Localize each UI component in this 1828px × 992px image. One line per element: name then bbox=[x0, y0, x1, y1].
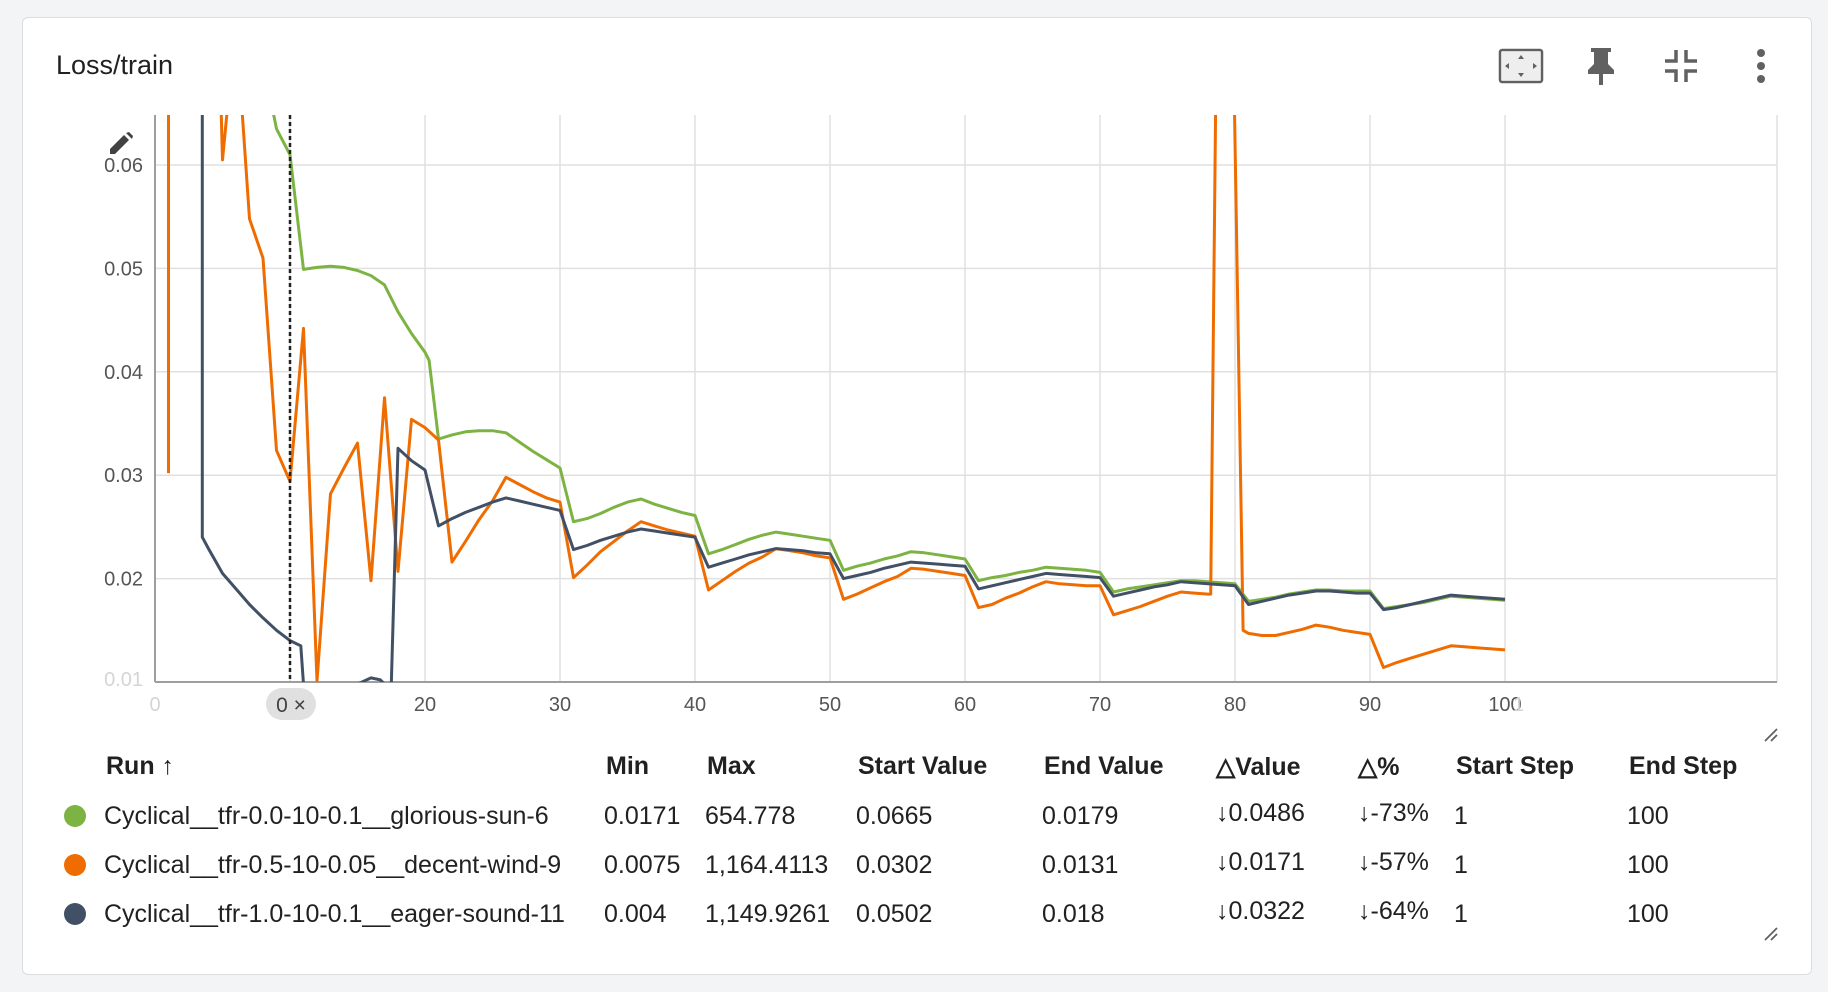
x-tick-label: 50 bbox=[819, 694, 841, 716]
chart-resize-icon[interactable] bbox=[1763, 727, 1779, 743]
cell-start-value: 0.0665 bbox=[856, 802, 933, 830]
collapse-button[interactable] bbox=[1658, 44, 1704, 88]
x-tick-label: 70 bbox=[1089, 694, 1111, 716]
fit-domain-button[interactable] bbox=[1498, 44, 1544, 88]
collapse-icon bbox=[1665, 50, 1697, 82]
y-tick-label: 0.02 bbox=[104, 569, 143, 591]
x-tick-label: 80 bbox=[1224, 694, 1246, 716]
cell-end-step: 100 bbox=[1627, 851, 1669, 879]
step-marker[interactable]: 0 × bbox=[266, 115, 316, 720]
y-tick-label: 0.06 bbox=[104, 155, 143, 177]
run-name: Cyclical__tfr-0.0-10-0.1__glorious-sun-6 bbox=[104, 802, 549, 830]
card-title: Loss/train bbox=[56, 50, 174, 80]
x-tick-label: 100 bbox=[1488, 694, 1521, 716]
edit-icon[interactable] bbox=[110, 132, 133, 154]
x-tick-label: 60 bbox=[954, 694, 976, 716]
header-min[interactable]: Min bbox=[606, 752, 650, 780]
cell-delta-value: ↓0.0322 bbox=[1216, 897, 1305, 925]
header-start-value[interactable]: Start Value bbox=[858, 752, 988, 780]
step-marker-label[interactable]: 0 × bbox=[276, 694, 306, 717]
series-line bbox=[167, 115, 1506, 682]
x-tick-label: 90 bbox=[1359, 694, 1381, 716]
cell-end-step: 100 bbox=[1627, 802, 1669, 830]
cell-start-step: 1 bbox=[1454, 802, 1468, 830]
cell-start-value: 0.0502 bbox=[856, 900, 933, 928]
cell-delta-pct: ↓-57% bbox=[1358, 848, 1429, 876]
y-tick-label: 0.03 bbox=[104, 465, 143, 487]
x-tick-label: 1 bbox=[1513, 694, 1524, 716]
x-tick-label: 40 bbox=[684, 694, 706, 716]
table-resize-icon[interactable] bbox=[1763, 926, 1779, 942]
y-axis-ticks: 0.01 0.02 0.03 0.04 0.05 0.06 bbox=[104, 155, 143, 691]
cell-end-value: 0.018 bbox=[1042, 900, 1105, 928]
step-marker-chip[interactable] bbox=[266, 688, 316, 720]
x-tick-label: 30 bbox=[549, 694, 571, 716]
pin-button[interactable] bbox=[1578, 44, 1624, 88]
header-start-step[interactable]: Start Step bbox=[1456, 752, 1575, 780]
x-tick-label: 0 bbox=[149, 694, 160, 716]
cell-delta-pct: ↓-64% bbox=[1358, 897, 1429, 925]
cell-max: 654.778 bbox=[705, 802, 796, 830]
y-tick-label: 0.05 bbox=[104, 258, 143, 280]
cell-max: 1,149.9261 bbox=[705, 900, 831, 928]
header-end-value[interactable]: End Value bbox=[1044, 752, 1164, 780]
cell-min: 0.0171 bbox=[604, 802, 681, 830]
cell-delta-pct: ↓-73% bbox=[1358, 799, 1429, 827]
run-name: Cyclical__tfr-1.0-10-0.1__eager-sound-11 bbox=[104, 900, 565, 928]
more-vert-icon bbox=[1757, 49, 1765, 83]
x-tick-label: 20 bbox=[414, 694, 436, 716]
cell-end-value: 0.0179 bbox=[1042, 802, 1119, 830]
cell-start-step: 1 bbox=[1454, 851, 1468, 879]
header-delta-pct[interactable]: △% bbox=[1358, 753, 1400, 781]
header-max[interactable]: Max bbox=[707, 752, 756, 780]
more-options-button[interactable] bbox=[1738, 44, 1784, 88]
run-name: Cyclical__tfr-0.5-10-0.05__decent-wind-9 bbox=[104, 851, 562, 879]
cell-min: 0.004 bbox=[604, 900, 667, 928]
series-line bbox=[200, 115, 1506, 682]
y-tick-label: 0.01 bbox=[104, 669, 143, 691]
cell-end-value: 0.0131 bbox=[1042, 851, 1119, 879]
pin-icon bbox=[1588, 48, 1614, 85]
cell-delta-value: ↓0.0171 bbox=[1216, 848, 1305, 876]
run-color-dot bbox=[64, 805, 86, 827]
run-color-dot bbox=[64, 903, 86, 925]
cell-delta-value: ↓0.0486 bbox=[1216, 799, 1305, 827]
cell-start-step: 1 bbox=[1454, 900, 1468, 928]
y-tick-label: 0.04 bbox=[104, 362, 143, 384]
header-delta-value[interactable]: △Value bbox=[1216, 753, 1301, 781]
cell-min: 0.0075 bbox=[604, 851, 681, 879]
header-end-step[interactable]: End Step bbox=[1629, 752, 1738, 780]
run-color-dot bbox=[64, 854, 86, 876]
cell-end-step: 100 bbox=[1627, 900, 1669, 928]
fit-domain-icon bbox=[1498, 48, 1544, 84]
header-run[interactable]: Run ↑ bbox=[106, 752, 175, 780]
cell-max: 1,164.4113 bbox=[705, 851, 829, 879]
series-lines bbox=[167, 115, 1506, 682]
grid bbox=[154, 115, 1778, 683]
x-axis-ticks: 01020304050607080901001 bbox=[149, 694, 1524, 716]
scalar-card bbox=[22, 17, 1812, 975]
cell-start-value: 0.0302 bbox=[856, 851, 933, 879]
